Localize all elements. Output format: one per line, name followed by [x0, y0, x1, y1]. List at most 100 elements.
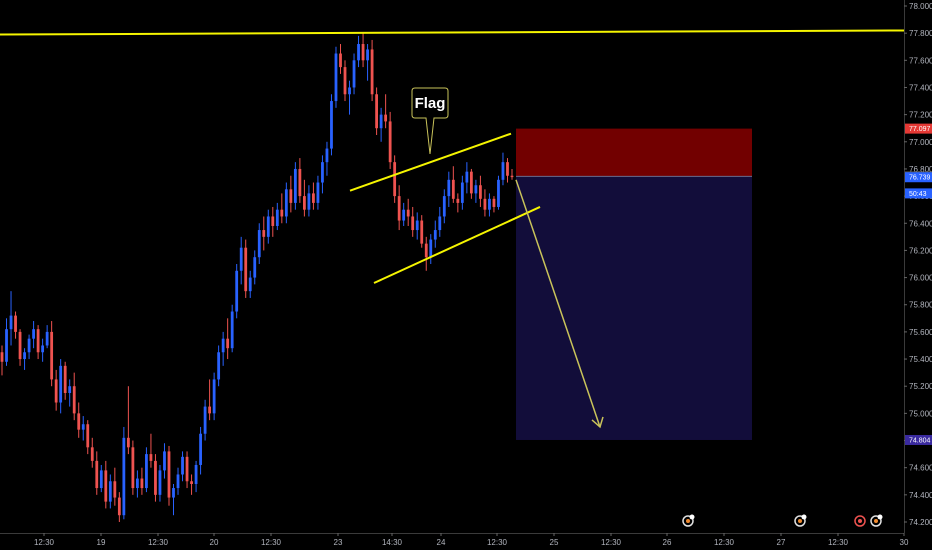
candle [104, 460, 108, 509]
candle [433, 220, 437, 248]
candle-body [149, 454, 153, 461]
candle [488, 193, 491, 217]
candle-body [488, 198, 491, 210]
flag-label: Flag [415, 95, 446, 112]
candle [131, 440, 135, 495]
time-tick-label: 12:30 [34, 538, 55, 547]
candle-body [447, 179, 451, 197]
candle [108, 474, 112, 509]
event-markers [682, 514, 883, 527]
candle [379, 107, 383, 142]
price-axis[interactable]: 78.000 77.800 77.600 77.400 77.200 77.000 76.8… [904, 0, 932, 550]
candle [77, 402, 81, 438]
target-arrow-head [591, 416, 604, 429]
candle-body [244, 247, 248, 292]
candle [406, 198, 410, 226]
price-tag-label: 76.739 [909, 175, 931, 182]
candle-body [375, 94, 379, 129]
candle-body [95, 460, 99, 489]
price-tag-bg [905, 172, 932, 183]
candle-body [429, 239, 433, 258]
candle [230, 304, 234, 353]
candle-body [312, 193, 315, 203]
event-marker-icon[interactable] [794, 514, 807, 527]
candle-body [275, 209, 279, 226]
candle-body [456, 198, 460, 203]
price-tick-label: 76.200 [909, 246, 932, 255]
candle-body [438, 216, 442, 231]
candle [429, 234, 433, 264]
price-tag: 50:43 [905, 188, 932, 199]
candle [181, 451, 184, 482]
candle-body [289, 189, 293, 203]
candle-body [131, 447, 135, 489]
candle [113, 467, 117, 506]
candle [203, 399, 207, 441]
candle-body [172, 488, 175, 498]
flag-lower-trendline[interactable] [373, 206, 541, 284]
candle [176, 467, 180, 495]
candle [135, 470, 139, 498]
candle-body [492, 198, 496, 207]
candle-body [0, 352, 4, 362]
candle [271, 206, 275, 237]
price-tick-label: 77.600 [909, 56, 932, 65]
candle-body [415, 220, 419, 231]
candle-body [199, 433, 202, 465]
price-axis-ticks: 78.000 77.800 77.600 77.400 77.200 77.000 76.8… [904, 2, 932, 527]
candle-body [330, 101, 333, 149]
candle-body [379, 114, 383, 129]
candle [442, 189, 446, 224]
time-tick-label: 30 [900, 538, 909, 547]
candle [217, 345, 221, 387]
candle-body [397, 196, 401, 221]
candle-body [226, 338, 230, 349]
flag-callout[interactable]: Flag [411, 87, 449, 155]
candle-body [402, 209, 406, 221]
candle [388, 111, 392, 169]
stop-loss-zone[interactable] [516, 128, 752, 177]
candle [447, 171, 451, 207]
candle-body [451, 179, 455, 199]
candle-body [194, 464, 198, 484]
candle-body [190, 481, 193, 484]
candle-body [41, 345, 45, 353]
candle-body [54, 379, 58, 403]
candle-body [18, 331, 22, 360]
target-arrow[interactable] [515, 179, 601, 428]
candle [190, 474, 193, 495]
candle-body [135, 478, 139, 489]
candle [375, 87, 379, 135]
price-tag-label: 74.804 [909, 437, 931, 444]
time-tick-label: 25 [550, 538, 559, 547]
candle [248, 270, 252, 298]
price-tick-label: 75.000 [909, 409, 932, 418]
candle [460, 175, 464, 210]
price-tick-label: 74.400 [909, 491, 932, 500]
candle-body [307, 193, 311, 210]
candle [149, 433, 153, 468]
event-marker-icon[interactable] [870, 514, 883, 527]
candle-body [81, 424, 85, 430]
resistance-line[interactable] [0, 29, 905, 36]
time-tick-label: 23 [334, 538, 343, 547]
candle [506, 158, 509, 183]
candle-body [370, 49, 374, 95]
candle-body [357, 44, 360, 61]
time-tick-label: 12:30 [261, 538, 282, 547]
candle [352, 53, 356, 95]
candle-body [235, 270, 239, 312]
candle-body [343, 67, 347, 95]
candle-body [158, 470, 162, 495]
event-marker-icon[interactable] [682, 514, 695, 527]
time-axis[interactable]: 12:30 19 12:30 20 12:30 23 14:30 24 12:30 25 12:30… [0, 533, 932, 550]
candle-body [68, 386, 72, 393]
candle [50, 321, 54, 387]
flag-upper-trendline[interactable] [349, 132, 512, 192]
event-marker-icon[interactable] [854, 515, 866, 527]
candle [456, 193, 460, 213]
candle-body [9, 315, 13, 330]
take-profit-zone[interactable] [516, 176, 752, 440]
